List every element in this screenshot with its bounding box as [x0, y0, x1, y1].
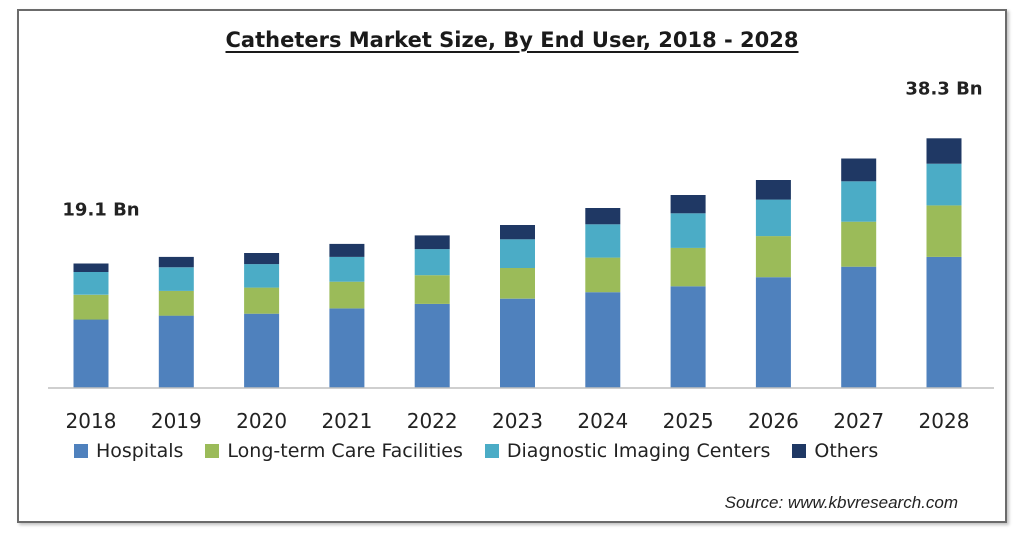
- bar-2022-series-0: [414, 303, 450, 388]
- bar-2025-series-2: [670, 213, 706, 248]
- bar-2019-series-3: [158, 256, 194, 268]
- bar-2027-series-1: [841, 221, 877, 267]
- bar-2022-series-3: [414, 235, 450, 250]
- x-tick-label: 2027: [833, 409, 884, 433]
- bar-2018-series-3: [73, 263, 109, 272]
- bar-2024-series-2: [585, 224, 621, 258]
- bar-2023-series-0: [500, 298, 535, 388]
- bar-2018-series-0: [73, 319, 109, 388]
- legend-swatch: [792, 444, 807, 458]
- bar-2021-series-3: [329, 243, 365, 257]
- bar-2024-series-0: [585, 292, 621, 388]
- bar-2025-series-1: [670, 247, 706, 287]
- bar-2018-series-1: [73, 294, 109, 320]
- total-annotation-2018: 19.1 Bn: [62, 200, 139, 221]
- bar-2026-series-2: [755, 199, 791, 237]
- x-tick-label: 2023: [492, 409, 543, 433]
- bar-2027-series-2: [841, 181, 877, 222]
- legend-swatch: [74, 444, 88, 458]
- x-tick-label: 2025: [663, 409, 714, 433]
- x-tick-label: 2022: [407, 409, 458, 433]
- x-tick-label: 2019: [151, 409, 202, 433]
- bar-2025-series-3: [670, 195, 706, 214]
- bar-2018-series-2: [73, 271, 109, 295]
- bar-2026-series-3: [755, 180, 791, 200]
- bar-2026-series-0: [755, 277, 791, 388]
- bar-2019-series-2: [158, 267, 194, 291]
- legend-swatch: [205, 444, 220, 458]
- source-note: Source: www.kbvresearch.com: [724, 493, 958, 512]
- x-tick-label: 2024: [577, 409, 628, 433]
- x-tick-label: 2026: [748, 409, 799, 433]
- legend-item-2: Diagnostic Imaging Centers: [484, 440, 771, 462]
- x-tick-label: 2028: [919, 409, 970, 433]
- legend-swatch: [484, 444, 499, 458]
- bar-2021-series-2: [329, 256, 365, 282]
- chart-legend: Hospitals Long-term Care Facilities Diagno…: [74, 440, 900, 462]
- bar-2023-series-1: [500, 268, 535, 299]
- bar-2027-series-0: [841, 266, 877, 388]
- bar-2020-series-0: [244, 313, 280, 388]
- bar-2021-series-0: [329, 308, 365, 388]
- legend-label: Long-term Care Facilities: [227, 440, 463, 462]
- total-annotation-2028: 38.3 Bn: [905, 78, 982, 99]
- bar-2023-series-2: [500, 239, 535, 268]
- legend-item-0: Hospitals: [74, 440, 183, 462]
- bar-2020-series-1: [244, 287, 280, 314]
- bar-2027-series-3: [841, 158, 877, 182]
- bar-2028-series-2: [926, 163, 962, 206]
- bar-2022-series-1: [414, 275, 450, 304]
- bar-2028-series-1: [926, 205, 962, 257]
- bar-2024-series-1: [585, 257, 621, 293]
- x-tick-label: 2020: [236, 409, 287, 433]
- bar-2024-series-3: [585, 208, 621, 225]
- bar-2019-series-0: [158, 315, 194, 388]
- legend-label: Diagnostic Imaging Centers: [506, 440, 771, 462]
- legend-item-1: Long-term Care Facilities: [205, 440, 463, 462]
- bar-2023-series-3: [500, 225, 535, 240]
- legend-label: Hospitals: [96, 440, 184, 462]
- bar-2020-series-2: [244, 264, 280, 288]
- bar-2019-series-1: [158, 290, 194, 316]
- bar-2020-series-3: [244, 253, 280, 265]
- bar-2028-series-3: [926, 138, 962, 164]
- chart-title: Catheters Market Size, By End User, 2018…: [225, 28, 799, 52]
- bar-2026-series-1: [755, 236, 791, 278]
- x-tick-label: 2018: [66, 409, 117, 433]
- bar-2021-series-1: [329, 281, 365, 309]
- bar-2025-series-0: [670, 286, 706, 388]
- bar-2022-series-2: [414, 249, 450, 276]
- legend-item-3: Others: [792, 440, 878, 462]
- x-tick-label: 2021: [321, 409, 372, 433]
- legend-label: Others: [814, 440, 879, 462]
- bar-2028-series-0: [926, 256, 962, 388]
